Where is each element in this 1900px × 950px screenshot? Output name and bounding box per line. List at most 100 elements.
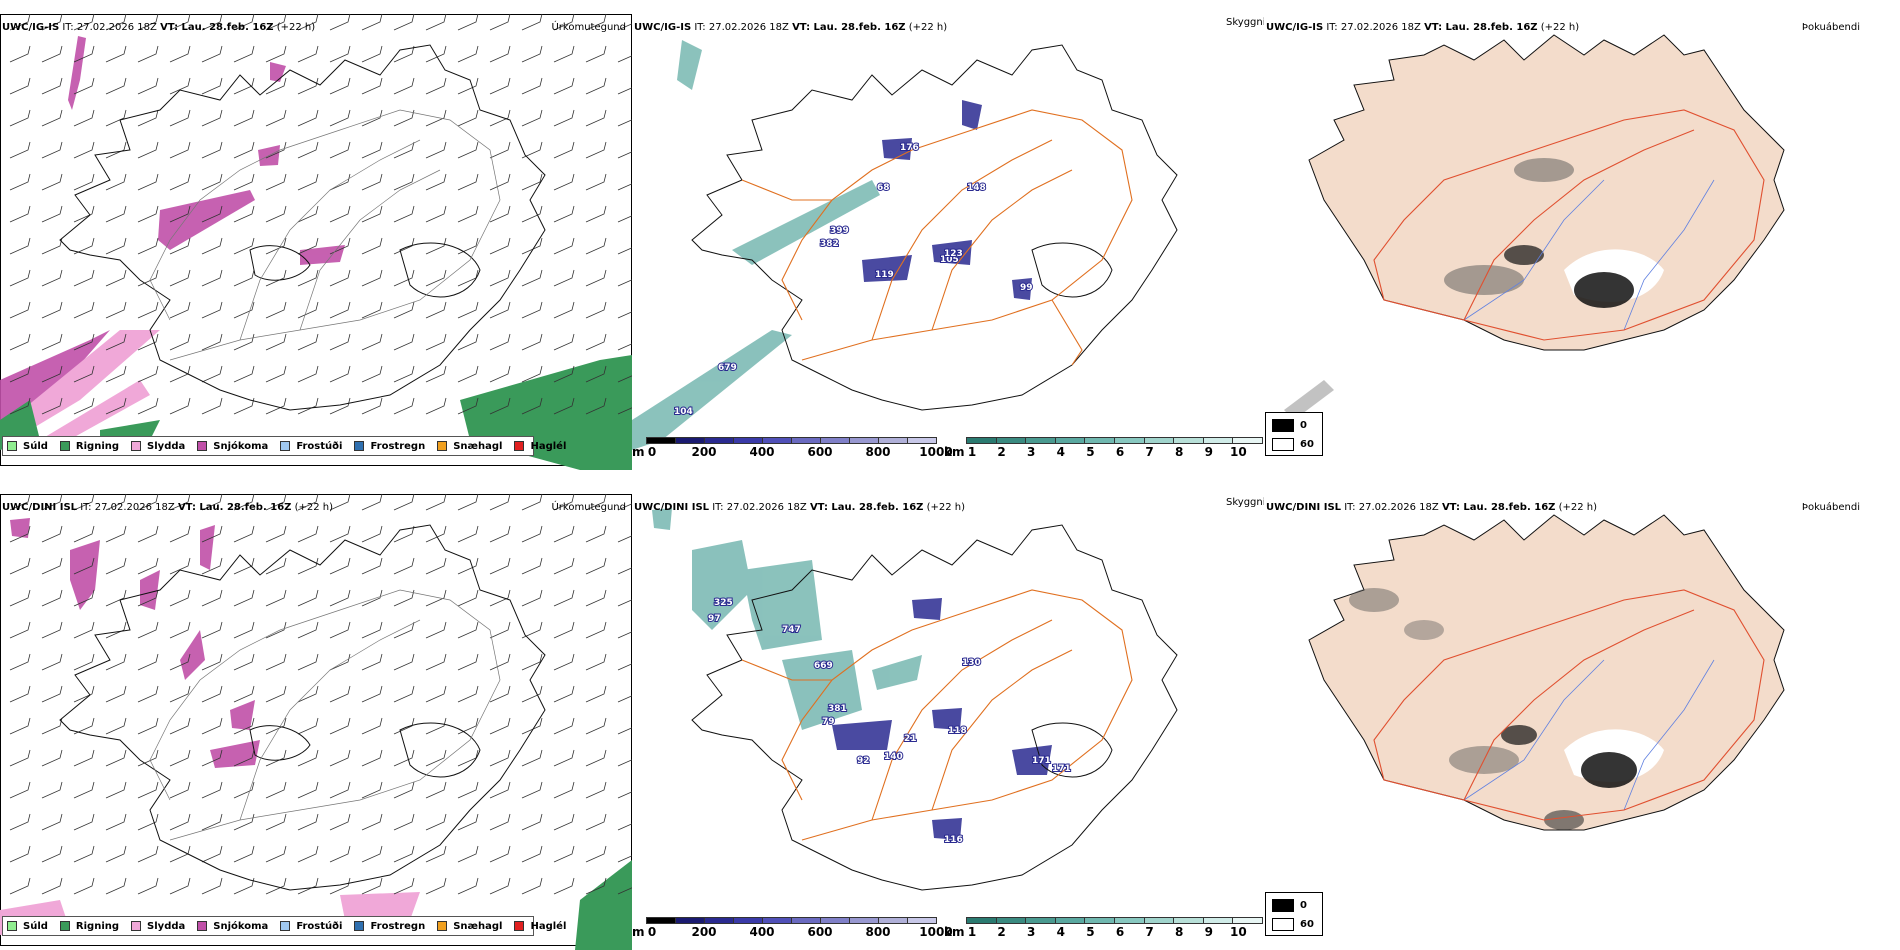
colorbar-segment [1114,917,1145,924]
wind-barb [457,13,479,31]
colorbar-segment [762,437,792,444]
wind-barb [73,493,95,511]
precip-legend-item: Slydda [131,441,185,452]
wind-barb [73,397,95,415]
colorbar-segment [704,917,734,924]
wind-barb [41,813,63,831]
wind-barb [457,781,479,799]
wind-barb [41,845,63,863]
wind-barb [137,845,159,863]
wind-barb [105,237,127,255]
colorbar-segment [966,437,997,444]
visibility-value-label: 679 [718,363,737,373]
colorbar-segment [849,917,879,924]
colorbar-segment [1084,917,1115,924]
wind-barb [73,685,95,703]
wind-barb [73,141,95,159]
wind-barb [201,77,223,95]
precip-legend-swatch [514,441,525,451]
wind-barb [233,717,255,735]
wind-barb [617,855,632,863]
precip-legend-swatch [437,441,448,451]
wind-barb [457,493,479,511]
wind-barb [105,845,127,863]
wind-barb [137,237,159,255]
wind-barb [553,45,575,63]
wind-barb [105,525,127,543]
wind-barb [457,45,479,63]
wind-barb [489,269,511,287]
wind-barb [553,13,575,31]
wind-barb [73,77,95,95]
visibility-value-label: 382 [820,239,839,249]
wind-barb [73,557,95,575]
wind-barb [201,781,223,799]
colorbar-tick: 9 [1204,925,1213,939]
wind-barb [361,749,383,767]
precip-legend-item: Rigning [59,441,119,452]
colorbar-segment [791,437,821,444]
precip-legend-item: Snjókoma [197,441,268,452]
wind-barb [265,333,287,351]
wind-barb [73,45,95,63]
colorbar-tick: 1000 [919,445,953,459]
panel-header: UWC/DINI ISL IT: 27.02.2026 18Z VT: Lau.… [2,502,333,514]
wind-barb [457,141,479,159]
wind-barb [617,567,632,575]
wind-barb [425,205,447,223]
precip-legend-label: Slydda [147,920,186,932]
wind-barb [521,333,543,351]
model-name: UWC/IG-IS [634,22,692,33]
wind-barb [265,397,287,415]
wind-barb [201,525,223,543]
fog-label-0: 0 [1300,900,1307,911]
wind-barb [361,173,383,191]
precip-legend-label: Slydda [147,440,186,452]
wind-barb [489,621,511,639]
wind-barb [169,237,191,255]
panel-field-name: Skyggni [1226,17,1264,28]
wind-barb [361,109,383,127]
precip-legend-label: Súld [23,440,48,452]
wind-barb [169,301,191,319]
wind-barb [265,653,287,671]
visibility-value-label: 148 [967,183,986,193]
lead-time: (+22 h) [1540,22,1580,33]
precip-map-top [0,13,632,470]
wind-barb [361,205,383,223]
wind-barb [521,397,543,415]
colorbar-segment [907,917,937,924]
wind-barb [297,205,319,223]
wind-barb [265,205,287,223]
issue-time: IT: 27.02.2026 18Z [80,502,175,513]
wind-barb [521,877,543,895]
wind-barb [297,269,319,287]
wind-barb [617,215,632,223]
wind-barb [585,45,607,63]
wind-barb [105,653,127,671]
wind-barb [329,877,351,895]
wind-barb [105,333,127,351]
precip-legend-label: Frostúði [296,440,343,452]
wind-barb [169,333,191,351]
wind-barb [489,813,511,831]
road-network [741,109,1133,366]
wind-barb [233,589,255,607]
wind-barb [137,333,159,351]
wind-barb [425,653,447,671]
wind-barb [297,845,319,863]
wind-barb [105,877,127,895]
colorbar-segment [1143,917,1175,924]
colorbar-segment [1173,437,1204,444]
wind-barb [169,397,191,415]
colorbar-segment [878,437,908,444]
wind-barb [41,269,63,287]
colorbar-segment [1202,437,1234,444]
wind-barb [361,877,383,895]
wind-barb [233,781,255,799]
wind-barb [329,365,351,383]
wind-barb [425,845,447,863]
wind-barb [41,109,63,127]
precip-legend-swatch [280,921,291,931]
wind-barb [393,525,415,543]
